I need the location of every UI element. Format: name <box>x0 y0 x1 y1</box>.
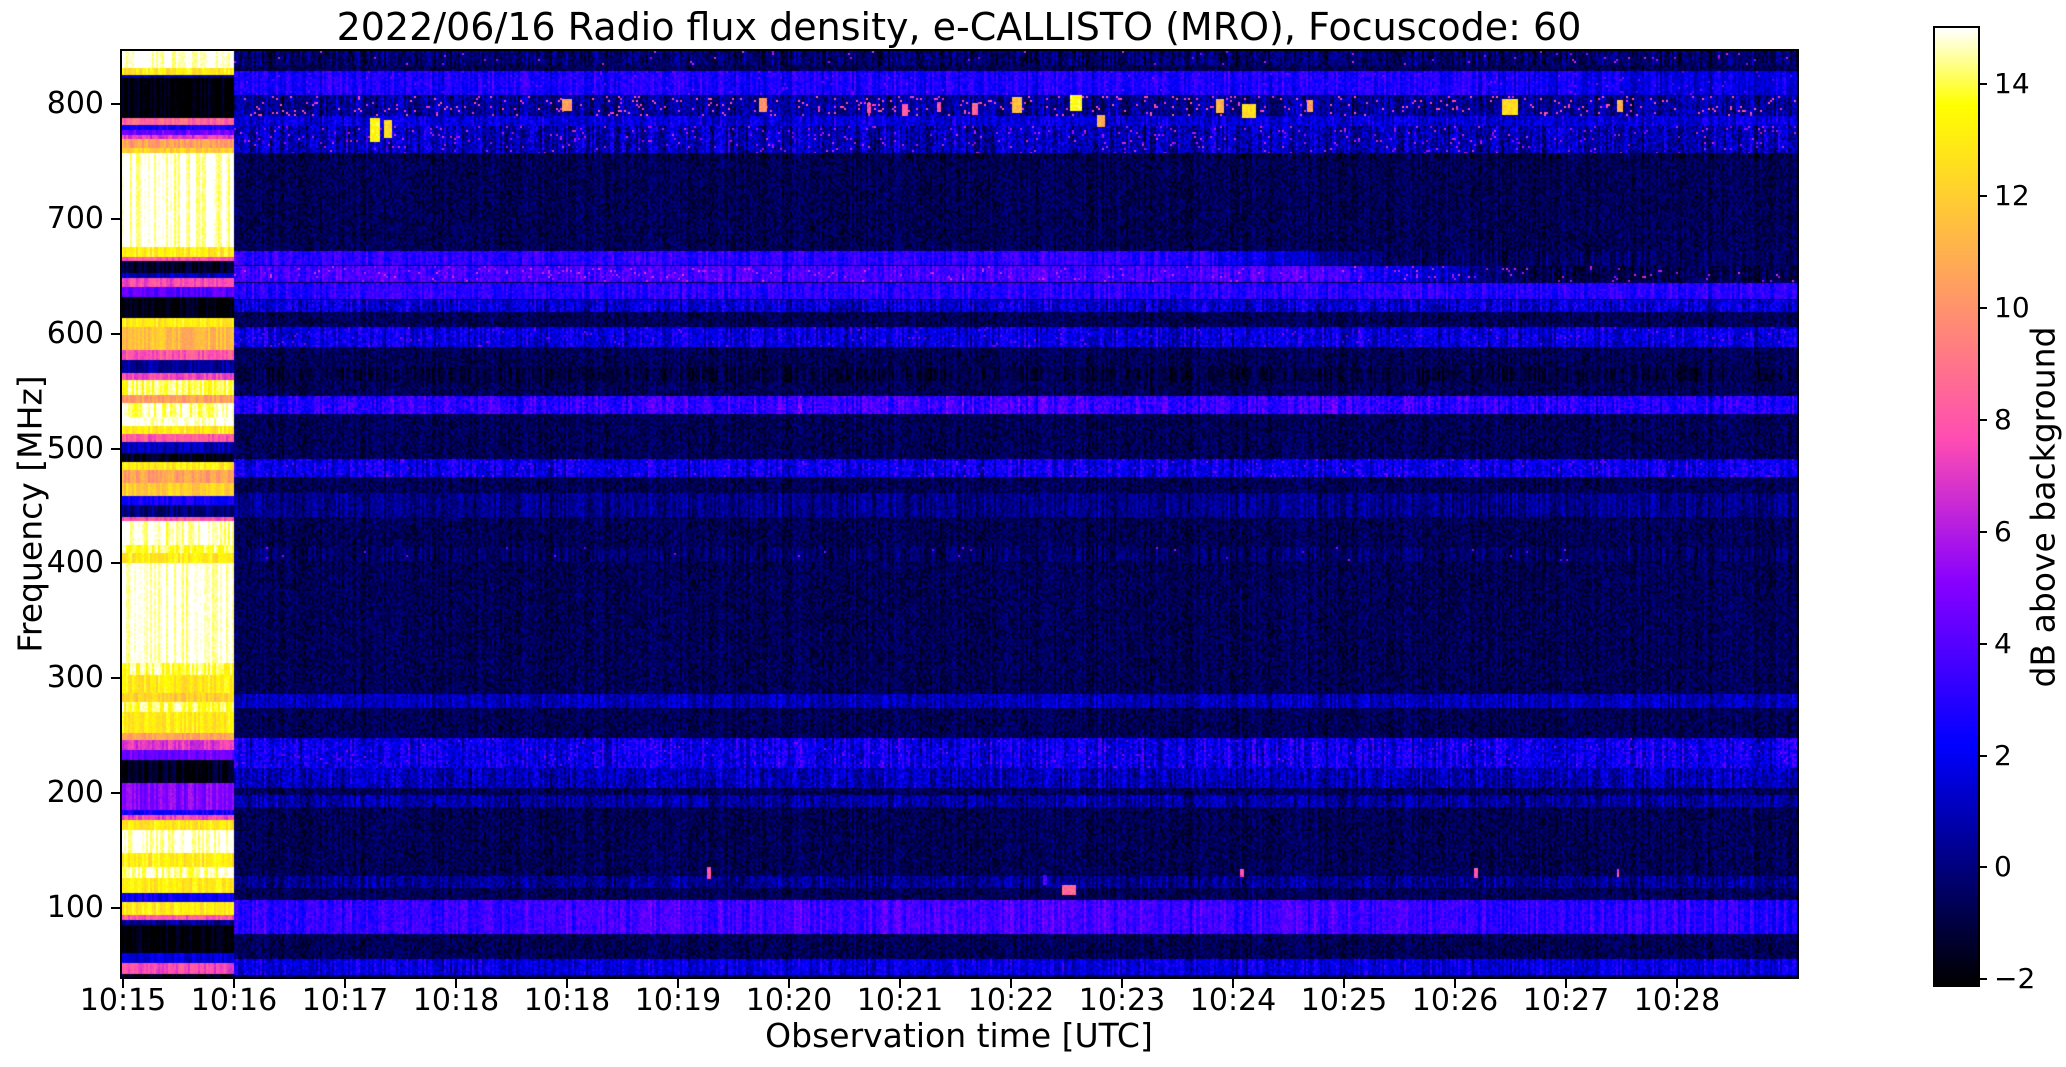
x-tick-label: 10:19 <box>634 983 722 1018</box>
colorbar-tick-label: 4 <box>1994 627 2012 660</box>
x-tick-mark <box>1343 979 1345 988</box>
colorbar <box>1933 26 1980 987</box>
y-tick-label: 800 <box>46 86 104 121</box>
x-tick-label: 10:22 <box>967 983 1055 1018</box>
colorbar-tick-mark <box>1980 531 1987 533</box>
x-tick-label: 10:24 <box>1189 983 1277 1018</box>
colorbar-tick-label: 6 <box>1994 515 2012 548</box>
x-tick-mark <box>455 979 457 988</box>
y-tick-label: 100 <box>46 890 104 925</box>
x-tick-mark <box>1676 979 1678 988</box>
x-tick-label: 10:18 <box>523 983 611 1018</box>
y-tick-mark <box>111 218 120 220</box>
y-tick-mark <box>111 333 120 335</box>
colorbar-tick-label: −2 <box>1994 962 2036 995</box>
colorbar-tick-mark <box>1980 866 1987 868</box>
x-tick-mark <box>788 979 790 988</box>
y-tick-mark <box>111 677 120 679</box>
x-axis-label: Observation time [UTC] <box>765 1016 1153 1055</box>
colorbar-tick-label: 14 <box>1994 67 2030 100</box>
x-tick-label: 10:21 <box>856 983 944 1018</box>
x-tick-label: 10:27 <box>1522 983 1610 1018</box>
colorbar-tick-label: 12 <box>1994 179 2030 212</box>
colorbar-tick-label: 10 <box>1994 291 2030 324</box>
colorbar-tick-mark <box>1980 755 1987 757</box>
y-tick-label: 400 <box>46 545 104 580</box>
y-tick-mark <box>111 562 120 564</box>
x-tick-label: 10:16 <box>190 983 278 1018</box>
colorbar-tick-mark <box>1980 83 1987 85</box>
colorbar-gradient <box>1935 28 1978 985</box>
x-tick-mark <box>1565 979 1567 988</box>
y-tick-label: 700 <box>46 201 104 236</box>
x-tick-label: 10:25 <box>1300 983 1388 1018</box>
y-tick-label: 500 <box>46 431 104 466</box>
x-tick-mark <box>1454 979 1456 988</box>
x-tick-mark <box>233 979 235 988</box>
colorbar-tick-mark <box>1980 978 1987 980</box>
x-tick-label: 10:28 <box>1633 983 1721 1018</box>
y-tick-mark <box>111 103 120 105</box>
y-tick-label: 300 <box>46 660 104 695</box>
x-tick-mark <box>344 979 346 988</box>
colorbar-tick-mark <box>1980 419 1987 421</box>
x-tick-label: 10:15 <box>79 983 167 1018</box>
colorbar-tick-label: 8 <box>1994 403 2012 436</box>
colorbar-tick-mark <box>1980 195 1987 197</box>
colorbar-tick-label: 2 <box>1994 739 2012 772</box>
spectrogram-canvas <box>122 51 1797 977</box>
y-tick-label: 200 <box>46 775 104 810</box>
x-tick-mark <box>1232 979 1234 988</box>
x-tick-label: 10:26 <box>1411 983 1499 1018</box>
colorbar-tick-mark <box>1980 307 1987 309</box>
x-tick-label: 10:20 <box>745 983 833 1018</box>
colorbar-label: dB above background <box>2023 326 2063 688</box>
plot-area <box>120 49 1799 979</box>
x-tick-label: 10:23 <box>1078 983 1166 1018</box>
x-tick-mark <box>1121 979 1123 988</box>
y-tick-mark <box>111 448 120 450</box>
colorbar-tick-mark <box>1980 643 1987 645</box>
y-axis-label: Frequency [MHz] <box>10 375 50 653</box>
x-tick-mark <box>677 979 679 988</box>
y-tick-label: 600 <box>46 316 104 351</box>
x-tick-mark <box>122 979 124 988</box>
x-tick-label: 10:18 <box>412 983 500 1018</box>
x-tick-mark <box>1010 979 1012 988</box>
y-tick-mark <box>111 907 120 909</box>
x-tick-mark <box>899 979 901 988</box>
y-tick-mark <box>111 792 120 794</box>
chart-title: 2022/06/16 Radio flux density, e-CALLIST… <box>336 5 1582 49</box>
x-tick-mark <box>566 979 568 988</box>
colorbar-tick-label: 0 <box>1994 850 2012 883</box>
x-tick-label: 10:17 <box>301 983 389 1018</box>
